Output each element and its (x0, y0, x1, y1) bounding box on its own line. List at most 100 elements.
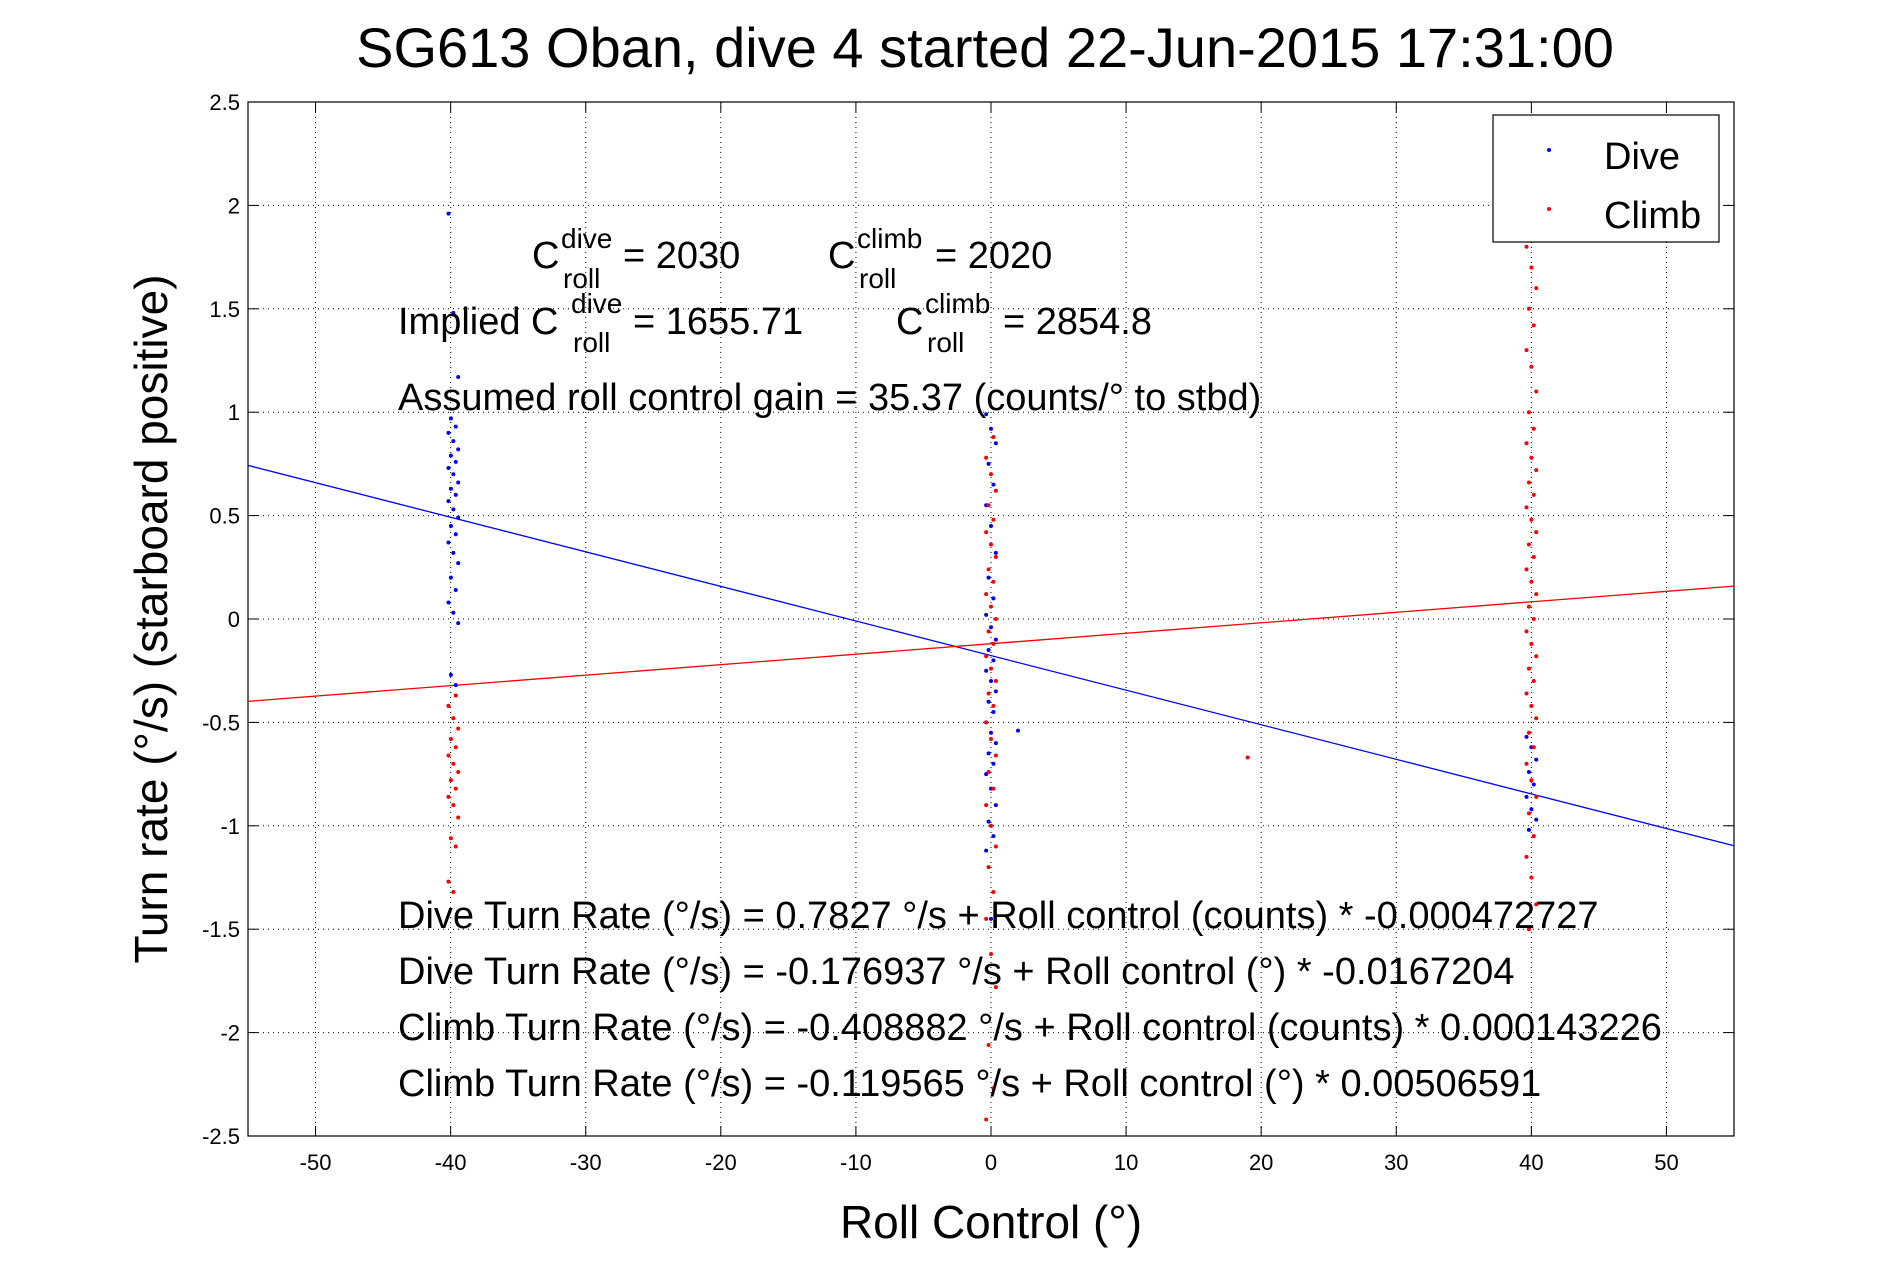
point-climb (984, 803, 989, 808)
point-dive (984, 668, 989, 673)
point-climb (991, 703, 996, 708)
x-tick-label: -50 (300, 1150, 332, 1175)
x-axis-label: Roll Control (°) (840, 1196, 1142, 1248)
point-climb (1524, 567, 1529, 572)
fit-lines (247, 464, 1735, 847)
point-climb (986, 629, 991, 634)
point-dive (1529, 807, 1534, 812)
gain-coefficients-annotation: C dive roll = 2030 C climb roll = 2020 I… (398, 223, 1261, 419)
point-climb (989, 604, 993, 609)
c-climb-sub: roll (859, 263, 896, 294)
point-dive (991, 482, 996, 487)
implied-dive-sup: dive (571, 288, 622, 319)
point-dive (993, 803, 998, 808)
point-climb (1524, 505, 1529, 510)
point-climb (1526, 480, 1531, 485)
point-dive (1534, 817, 1539, 822)
point-dive (991, 658, 996, 663)
x-tick-label: 0 (985, 1150, 997, 1175)
y-tick-label: -2.5 (202, 1124, 240, 1149)
y-tick-label: -2 (220, 1021, 240, 1046)
point-climb (1531, 323, 1536, 328)
point-dive (1531, 782, 1536, 787)
point-climb (1529, 455, 1534, 460)
x-tick-label: -20 (705, 1150, 737, 1175)
point-climb (448, 778, 453, 783)
point-climb (984, 1117, 989, 1122)
y-tick-label: 1 (228, 400, 240, 425)
implied-dive-sub: roll (573, 327, 610, 358)
point-climb (448, 736, 453, 741)
point-dive (989, 679, 993, 684)
point-climb (991, 435, 996, 440)
point-climb (993, 753, 998, 758)
point-dive (991, 596, 996, 601)
point-climb (989, 472, 993, 477)
point-climb (1526, 306, 1531, 311)
point-dive (446, 211, 451, 216)
point-climb (1245, 755, 1250, 760)
point-climb (1531, 492, 1536, 497)
point-climb (991, 641, 996, 646)
point-climb (1529, 703, 1534, 708)
point-climb (1531, 745, 1536, 750)
point-climb (993, 617, 998, 621)
implied-dive-value: = 1655.71 (633, 301, 803, 343)
point-climb (446, 879, 451, 884)
point-dive (991, 834, 996, 839)
point-climb (986, 770, 991, 775)
point-dive (456, 480, 461, 485)
point-climb (989, 542, 993, 547)
equation-dive-counts: Dive Turn Rate (°/s) = 0.7827 °/s + Roll… (398, 895, 1599, 937)
chart-title: SG613 Oban, dive 4 started 22-Jun-2015 1… (356, 16, 1614, 79)
point-climb (991, 579, 996, 584)
point-climb (1534, 468, 1539, 473)
point-dive (451, 550, 456, 555)
point-dive (986, 461, 991, 466)
point-dive (984, 412, 989, 417)
point-climb (1526, 410, 1531, 415)
point-dive (453, 492, 458, 497)
point-climb (1534, 654, 1539, 659)
point-climb (989, 952, 993, 957)
point-climb (993, 985, 998, 990)
point-climb (453, 745, 458, 750)
point-climb (456, 770, 461, 775)
point-dive (993, 741, 998, 746)
point-climb (451, 716, 456, 721)
y-tick-label: -1 (220, 814, 240, 839)
point-dive (991, 710, 996, 715)
point-dive (451, 507, 456, 512)
point-climb (1531, 426, 1536, 431)
point-climb (993, 679, 998, 684)
point-climb (984, 654, 989, 659)
point-climb (989, 736, 993, 741)
point-dive (456, 561, 461, 566)
point-climb (993, 554, 998, 559)
point-dive (986, 699, 991, 704)
x-tick-label: -30 (570, 1150, 602, 1175)
legend: Dive Climb (1492, 114, 1720, 243)
y-tick-label: 0 (228, 607, 240, 632)
point-climb (986, 1043, 991, 1048)
point-climb (1526, 666, 1531, 671)
point-climb (989, 823, 993, 828)
point-climb (1524, 441, 1529, 446)
y-tick-label: -1.5 (202, 917, 240, 942)
equation-dive-degrees: Dive Turn Rate (°/s) = -0.176937 °/s + R… (398, 951, 1514, 993)
y-tick-label: 1.5 (209, 297, 240, 322)
point-climb (453, 844, 458, 849)
point-climb (991, 889, 996, 894)
point-climb (446, 794, 451, 799)
point-dive (451, 439, 456, 444)
point-climb (451, 803, 456, 808)
point-dive (448, 672, 453, 677)
point-dive (451, 472, 456, 477)
point-climb (1531, 554, 1536, 559)
point-dive (446, 466, 451, 471)
point-dive (451, 610, 456, 615)
point-climb (1531, 679, 1536, 684)
point-dive (1524, 734, 1529, 739)
point-dive (986, 751, 991, 756)
